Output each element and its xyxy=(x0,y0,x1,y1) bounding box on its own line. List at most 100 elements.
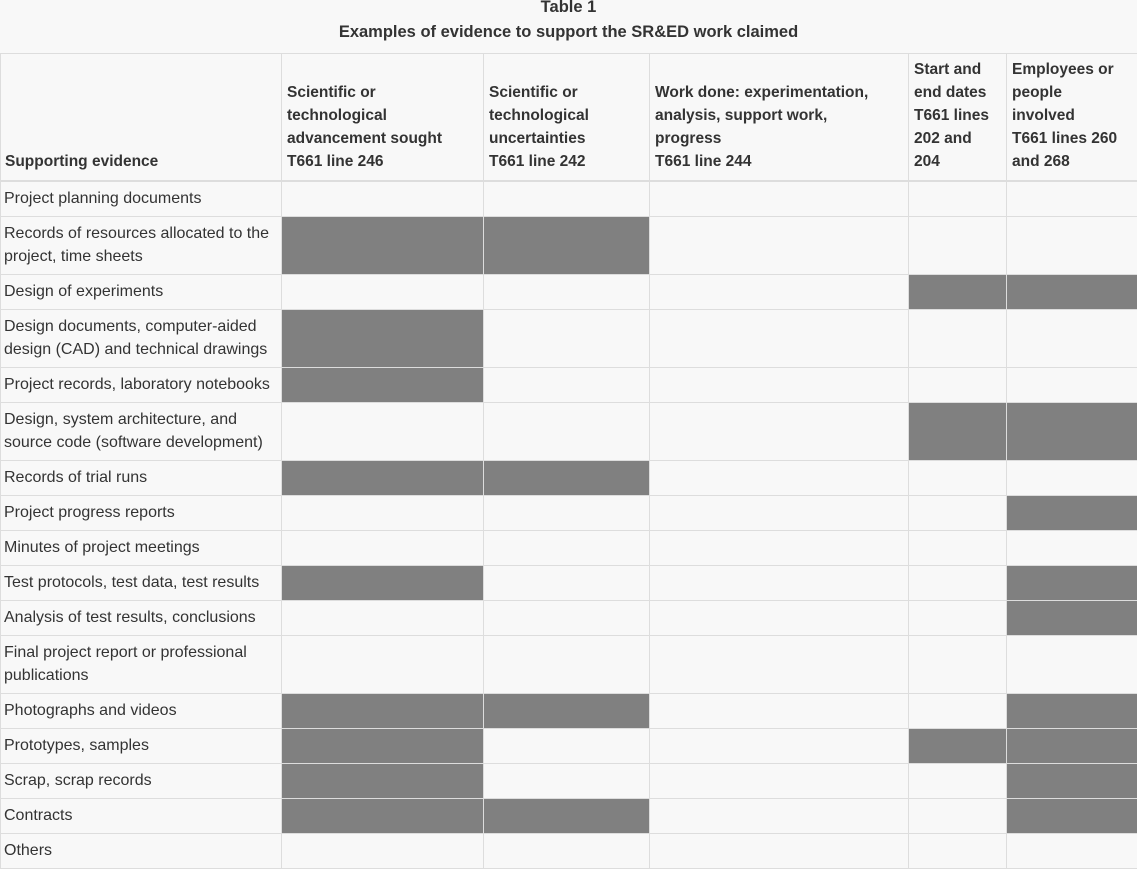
row-label: Others xyxy=(1,834,282,869)
empty-cell xyxy=(484,181,650,217)
row-label: Scrap, scrap records xyxy=(1,764,282,799)
empty-cell xyxy=(484,834,650,869)
marked-cell xyxy=(1007,496,1137,531)
table-row: Records of trial runs xyxy=(1,461,1137,496)
empty-cell xyxy=(484,636,650,694)
empty-cell xyxy=(650,799,909,834)
empty-cell xyxy=(650,694,909,729)
empty-cell xyxy=(909,310,1007,368)
empty-cell xyxy=(282,181,484,217)
empty-cell xyxy=(909,181,1007,217)
empty-cell xyxy=(909,531,1007,566)
empty-cell xyxy=(650,531,909,566)
marked-cell xyxy=(1007,275,1137,310)
empty-cell xyxy=(909,601,1007,636)
empty-cell xyxy=(909,834,1007,869)
marked-cell xyxy=(1007,601,1137,636)
table-row: Design, system architecture, and source … xyxy=(1,403,1137,461)
marked-cell xyxy=(1007,729,1137,764)
marked-cell xyxy=(484,461,650,496)
empty-cell xyxy=(484,566,650,601)
marked-cell xyxy=(1007,566,1137,601)
table-row: Contracts xyxy=(1,799,1137,834)
row-label: Design of experiments xyxy=(1,275,282,310)
row-label: Design documents, computer-aided design … xyxy=(1,310,282,368)
marked-cell xyxy=(909,403,1007,461)
table-row: Project planning documents xyxy=(1,181,1137,217)
marked-cell xyxy=(282,566,484,601)
row-label: Records of trial runs xyxy=(1,461,282,496)
table-row: Analysis of test results, conclusions xyxy=(1,601,1137,636)
row-label: Analysis of test results, conclusions xyxy=(1,601,282,636)
row-label: Project progress reports xyxy=(1,496,282,531)
row-label: Prototypes, samples xyxy=(1,729,282,764)
empty-cell xyxy=(650,764,909,799)
marked-cell xyxy=(909,275,1007,310)
empty-cell xyxy=(909,217,1007,275)
empty-cell xyxy=(909,694,1007,729)
empty-cell xyxy=(1007,636,1137,694)
table-row: Final project report or professional pub… xyxy=(1,636,1137,694)
empty-cell xyxy=(909,461,1007,496)
table-title: Examples of evidence to support the SR&E… xyxy=(0,21,1137,43)
table-row: Records of resources allocated to the pr… xyxy=(1,217,1137,275)
table-number: Table 1 xyxy=(0,0,1137,18)
empty-cell xyxy=(650,461,909,496)
marked-cell xyxy=(282,368,484,403)
empty-cell xyxy=(282,531,484,566)
empty-cell xyxy=(282,834,484,869)
row-label: Photographs and videos xyxy=(1,694,282,729)
empty-cell xyxy=(909,368,1007,403)
empty-cell xyxy=(282,275,484,310)
empty-cell xyxy=(484,496,650,531)
marked-cell xyxy=(1007,403,1137,461)
empty-cell xyxy=(484,729,650,764)
empty-cell xyxy=(1007,181,1137,217)
empty-cell xyxy=(484,601,650,636)
empty-cell xyxy=(484,531,650,566)
empty-cell xyxy=(909,799,1007,834)
header-work-done: Work done: experimentation,analysis, sup… xyxy=(650,54,909,182)
row-label: Records of resources allocated to the pr… xyxy=(1,217,282,275)
table-row: Prototypes, samples xyxy=(1,729,1137,764)
empty-cell xyxy=(909,496,1007,531)
empty-cell xyxy=(1007,217,1137,275)
table-row: Test protocols, test data, test results xyxy=(1,566,1137,601)
empty-cell xyxy=(484,275,650,310)
row-label: Project records, laboratory notebooks xyxy=(1,368,282,403)
header-supporting-evidence: Supporting evidence xyxy=(1,54,282,182)
empty-cell xyxy=(909,566,1007,601)
marked-cell xyxy=(282,461,484,496)
marked-cell xyxy=(1007,694,1137,729)
empty-cell xyxy=(1007,834,1137,869)
empty-cell xyxy=(650,403,909,461)
table-row: Design of experiments xyxy=(1,275,1137,310)
empty-cell xyxy=(650,181,909,217)
empty-cell xyxy=(484,310,650,368)
table-row: Project records, laboratory notebooks xyxy=(1,368,1137,403)
empty-cell xyxy=(650,275,909,310)
empty-cell xyxy=(484,368,650,403)
marked-cell xyxy=(282,729,484,764)
empty-cell xyxy=(484,764,650,799)
empty-cell xyxy=(282,601,484,636)
marked-cell xyxy=(484,799,650,834)
empty-cell xyxy=(650,566,909,601)
empty-cell xyxy=(650,729,909,764)
marked-cell xyxy=(282,217,484,275)
table-row: Design documents, computer-aided design … xyxy=(1,310,1137,368)
marked-cell xyxy=(909,729,1007,764)
empty-cell xyxy=(650,601,909,636)
empty-cell xyxy=(909,636,1007,694)
marked-cell xyxy=(282,764,484,799)
marked-cell xyxy=(484,694,650,729)
row-label: Project planning documents xyxy=(1,181,282,217)
table-row: Scrap, scrap records xyxy=(1,764,1137,799)
row-label: Minutes of project meetings xyxy=(1,531,282,566)
